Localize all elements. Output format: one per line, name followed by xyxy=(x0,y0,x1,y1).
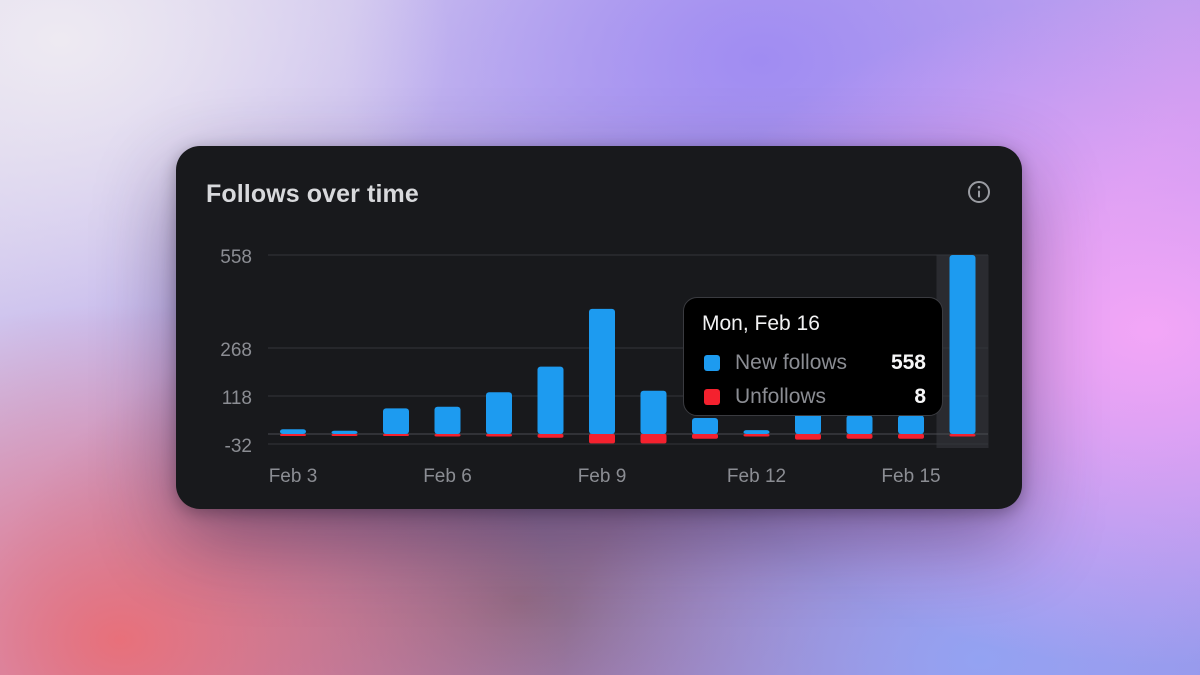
bar-new-follows xyxy=(898,415,924,434)
bar-new-follows xyxy=(846,415,873,434)
bar-unfollows xyxy=(280,434,306,436)
x-tick-label: Feb 3 xyxy=(269,466,318,487)
bar-unfollows xyxy=(949,434,976,437)
bar-new-follows xyxy=(949,255,976,434)
bar-new-follows xyxy=(795,411,821,434)
y-tick-label: 558 xyxy=(220,247,252,268)
y-tick-label: -32 xyxy=(225,436,252,457)
bar-unfollows xyxy=(537,434,564,438)
bar-new-follows xyxy=(486,392,512,434)
bar-new-follows xyxy=(331,430,358,434)
bar-unfollows xyxy=(795,434,821,440)
chart-tooltip: Mon, Feb 16 New follows 558 Unfollows 8 xyxy=(683,297,943,416)
y-tick-label: 268 xyxy=(220,340,252,361)
tooltip-row-unfollows: Unfollows 8 xyxy=(702,383,926,411)
bar-unfollows xyxy=(640,434,667,444)
bar-unfollows xyxy=(486,434,512,437)
tooltip-row-new-follows: New follows 558 xyxy=(702,349,926,377)
bar-new-follows xyxy=(434,406,461,434)
tooltip-value-new-follows: 558 xyxy=(890,351,926,374)
bar-unfollows xyxy=(743,434,770,437)
card-title: Follows over time xyxy=(206,180,419,208)
x-tick-label: Feb 9 xyxy=(578,466,627,487)
tooltip-label-new-follows: New follows xyxy=(735,351,848,374)
bar-unfollows xyxy=(331,434,358,436)
bar-new-follows xyxy=(640,390,667,434)
bar-new-follows xyxy=(692,417,718,434)
follows-bar-chart: -32 118 268 558 Feb 3 Feb 6 Feb 9 Feb 12 Feb 15 xyxy=(220,247,989,487)
x-tick-label: Feb 12 xyxy=(727,466,786,487)
y-tick-label: 118 xyxy=(222,388,252,409)
bar-new-follows xyxy=(537,366,564,434)
bar-new-follows xyxy=(589,308,615,434)
tooltip-label-unfollows: Unfollows xyxy=(735,385,827,408)
tooltip-value-unfollows: 8 xyxy=(914,385,926,408)
follows-chart-card: Follows over time -32 118 268 558 Feb 3 Feb 6… xyxy=(176,146,1022,509)
bar-unfollows xyxy=(589,434,615,444)
new-follows-swatch xyxy=(704,355,720,371)
unfollows-swatch xyxy=(704,389,720,405)
bar-new-follows xyxy=(280,429,306,434)
bar-new-follows xyxy=(383,408,409,434)
info-circle-icon[interactable] xyxy=(967,180,991,204)
bar-unfollows xyxy=(383,434,409,436)
bar-unfollows xyxy=(846,434,873,439)
x-tick-label: Feb 6 xyxy=(423,466,472,487)
bar-new-follows xyxy=(743,430,770,434)
bar-unfollows xyxy=(898,434,924,439)
bar-unfollows xyxy=(434,434,461,437)
bar-unfollows xyxy=(692,434,718,439)
x-tick-label: Feb 15 xyxy=(881,466,940,487)
tooltip-date: Mon, Feb 16 xyxy=(702,312,820,335)
